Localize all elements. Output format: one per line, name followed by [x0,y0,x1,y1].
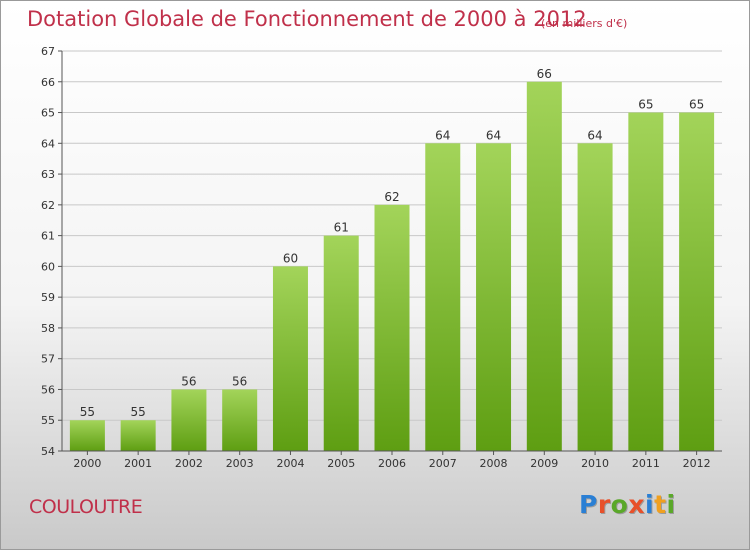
bar-2011 [628,112,664,452]
bar-2001 [120,420,156,451]
bar-2010 [577,143,613,452]
data-label-2004: 60 [283,251,298,265]
bar-2012 [679,112,715,452]
y-tick-label: 54 [41,445,55,458]
x-tick-labels: 2000 2001 2002 2003 2004 2005 2006 2007 2008 2009… [73,451,711,470]
y-tick-label: 62 [41,199,55,212]
data-label-2005: 61 [334,221,349,235]
logo-letter: P [579,490,598,519]
data-label-2011: 65 [638,98,653,112]
logo-letter: x [628,490,645,519]
data-label-2002: 56 [181,374,196,388]
data-label-2012: 65 [689,98,704,112]
y-tick-label: 55 [41,414,55,427]
x-tick-label-2008: 2008 [480,457,508,470]
data-label-2003: 56 [232,374,247,388]
bar-2003 [222,389,258,451]
bar-2006 [374,204,410,451]
bar-2007 [425,143,461,452]
chart-title: Dotation Globale de Fonctionnement de 20… [27,7,587,31]
y-tick-label: 60 [41,260,55,273]
bar-2000 [69,420,105,451]
y-tick-label: 63 [41,168,55,181]
x-tick-label-2005: 2005 [327,457,355,470]
y-tick-label: 66 [41,76,55,89]
data-label-2009: 66 [537,67,552,81]
y-tick-label: 65 [41,107,55,120]
data-label-2008: 64 [486,128,501,142]
x-tick-label-2002: 2002 [175,457,203,470]
bar-2008 [476,143,512,452]
x-tick-label-2004: 2004 [276,457,304,470]
bar-2009 [526,81,562,452]
y-tick-label: 57 [41,353,55,366]
logo-letter: r [597,490,611,519]
y-tick-label: 61 [41,230,55,243]
x-tick-label-2009: 2009 [530,457,558,470]
x-tick-label-2006: 2006 [378,457,406,470]
x-tick-label-2001: 2001 [124,457,152,470]
data-labels: 55 55 56 56 60 61 62 64 64 66 64 65 65 [80,67,705,419]
logo-letter: i [645,490,655,519]
y-tick-label: 64 [41,137,55,150]
y-tick-label: 59 [41,291,55,304]
x-tick-label-2000: 2000 [73,457,101,470]
bar-2004 [272,266,308,451]
logo-letter: o [610,490,629,519]
x-tick-label-2011: 2011 [632,457,660,470]
data-label-2000: 55 [80,405,95,419]
bar-2002 [171,389,207,451]
x-tick-label-2010: 2010 [581,457,609,470]
data-label-2007: 64 [435,128,450,142]
y-tick-label: 56 [41,383,55,396]
y-tick-label: 67 [41,45,55,58]
data-label-2006: 62 [384,190,399,204]
commune-name: COULOUTRE [29,496,143,518]
proxiti-logo[interactable]: Proxiti [579,490,676,519]
logo-letter: t [654,490,667,519]
x-tick-label-2007: 2007 [429,457,457,470]
y-tick-label: 58 [41,322,55,335]
bar-2005 [323,235,359,451]
y-tick-labels: 54 55 56 57 58 59 60 61 62 63 64 65 66 67 [41,45,55,458]
chart-unit-note: (en milliers d'€) [541,17,628,30]
data-label-2001: 55 [131,405,146,419]
bars [69,81,715,452]
x-tick-label-2003: 2003 [226,457,254,470]
data-label-2010: 64 [587,128,602,142]
x-tick-label-2012: 2012 [683,457,711,470]
logo-letter: i [666,490,676,519]
